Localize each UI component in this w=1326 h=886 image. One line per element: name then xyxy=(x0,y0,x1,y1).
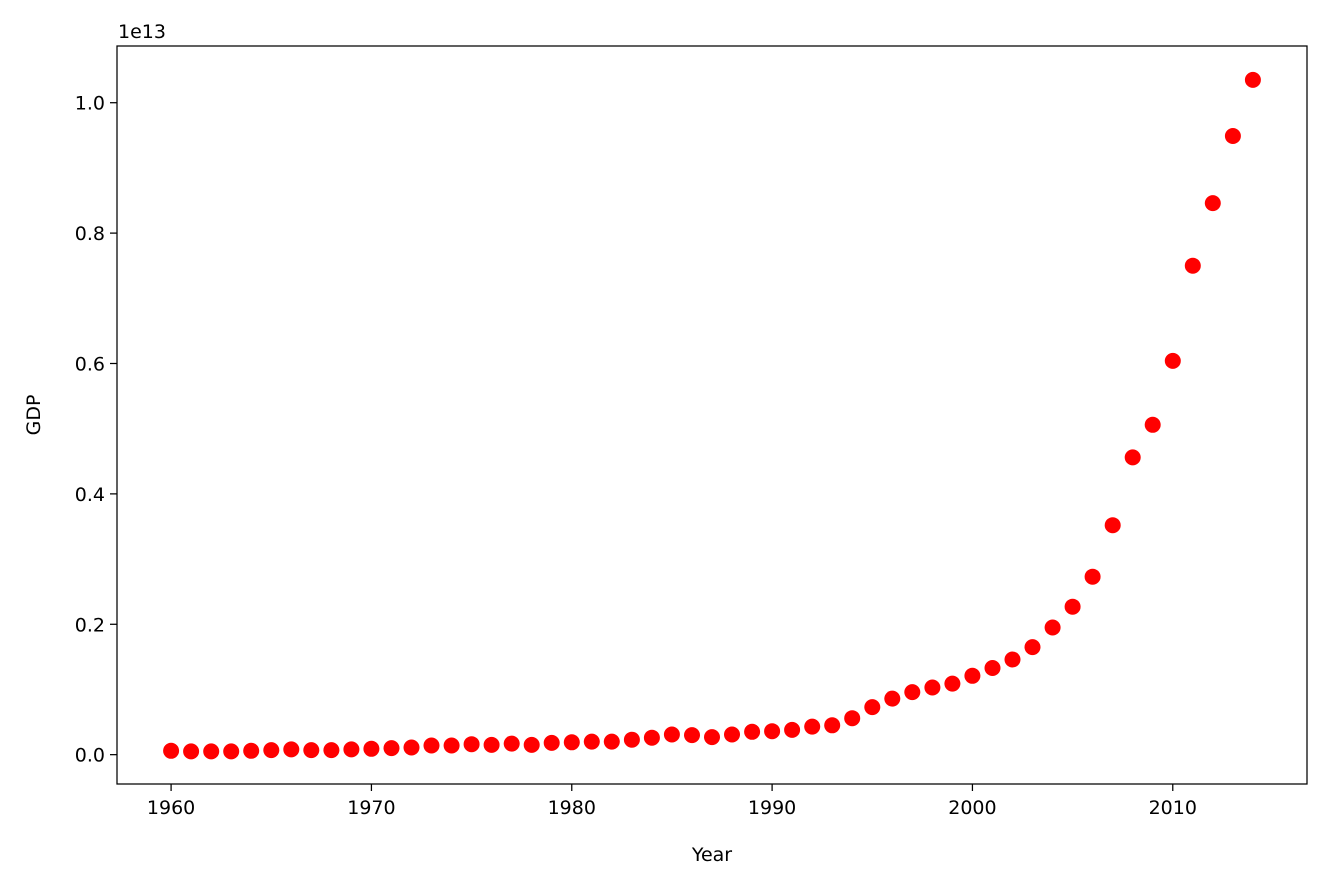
data-point xyxy=(583,733,600,750)
data-point xyxy=(984,660,1001,676)
data-point xyxy=(804,718,821,735)
y-tick-label: 0.6 xyxy=(75,353,105,375)
data-point xyxy=(864,699,881,716)
data-point xyxy=(663,726,680,743)
x-axis-label: Year xyxy=(691,844,732,866)
data-point xyxy=(1244,71,1261,88)
y-tick-label: 0.2 xyxy=(75,614,105,636)
data-point xyxy=(323,742,340,759)
data-point xyxy=(403,739,420,756)
data-point xyxy=(623,731,640,748)
x-axis-ticks: 1960 1970 1980 1990 2000 2010 xyxy=(147,784,1197,819)
data-point xyxy=(463,736,480,753)
data-point xyxy=(643,729,660,746)
y-tick-label: 1.0 xyxy=(75,93,105,115)
plot-background xyxy=(117,46,1307,784)
data-point xyxy=(1104,517,1121,534)
data-point xyxy=(724,726,740,743)
x-tick-label: 2000 xyxy=(948,797,996,819)
data-point xyxy=(263,742,280,759)
data-point xyxy=(543,734,560,751)
data-point xyxy=(1184,257,1201,274)
data-point xyxy=(523,736,540,753)
data-point xyxy=(1084,568,1101,585)
data-point xyxy=(243,742,260,759)
data-point xyxy=(503,735,520,752)
data-point xyxy=(1204,195,1221,212)
data-point xyxy=(944,675,961,692)
data-point xyxy=(223,743,240,760)
data-points xyxy=(163,71,1261,760)
data-point xyxy=(363,740,380,757)
plot-frame xyxy=(116,45,1308,785)
y-tick-label: 0.0 xyxy=(75,745,105,767)
data-point xyxy=(423,737,440,754)
data-point xyxy=(343,741,360,758)
data-point xyxy=(483,736,500,753)
data-point xyxy=(603,733,620,750)
data-point xyxy=(1124,449,1141,466)
data-point xyxy=(1164,352,1181,369)
data-point xyxy=(1024,639,1041,656)
data-point xyxy=(203,743,220,760)
data-point xyxy=(824,717,841,734)
data-point xyxy=(303,742,320,759)
data-point xyxy=(884,690,901,707)
data-point xyxy=(183,743,200,760)
x-tick-label: 1990 xyxy=(748,797,796,819)
x-tick-label: 1970 xyxy=(347,797,395,819)
data-point xyxy=(924,679,941,696)
y-axis-label: GDP xyxy=(23,395,45,436)
data-point xyxy=(904,684,921,701)
data-point xyxy=(1004,651,1021,668)
y-tick-label: 0.4 xyxy=(75,484,105,506)
data-point xyxy=(844,710,861,727)
data-point xyxy=(1064,598,1081,615)
data-point xyxy=(1224,128,1241,144)
x-tick-label: 1980 xyxy=(548,797,596,819)
y-axis-offset-label: 1e13 xyxy=(118,21,166,43)
y-axis-ticks: 0.0 0.2 0.4 0.6 0.8 1.0 xyxy=(75,93,117,767)
data-point xyxy=(784,721,801,738)
data-point xyxy=(684,727,700,744)
data-point xyxy=(563,734,580,751)
x-tick-label: 2010 xyxy=(1149,797,1197,819)
data-point xyxy=(1044,619,1061,636)
data-point xyxy=(383,740,400,757)
data-point xyxy=(283,741,300,758)
data-point xyxy=(443,737,460,754)
data-point xyxy=(764,723,781,740)
data-point xyxy=(964,667,981,684)
data-point xyxy=(704,729,720,746)
y-tick-label: 0.8 xyxy=(75,223,105,245)
data-point xyxy=(163,742,180,759)
x-tick-label: 1960 xyxy=(147,797,195,819)
data-point xyxy=(744,723,761,740)
data-point xyxy=(1144,416,1161,433)
